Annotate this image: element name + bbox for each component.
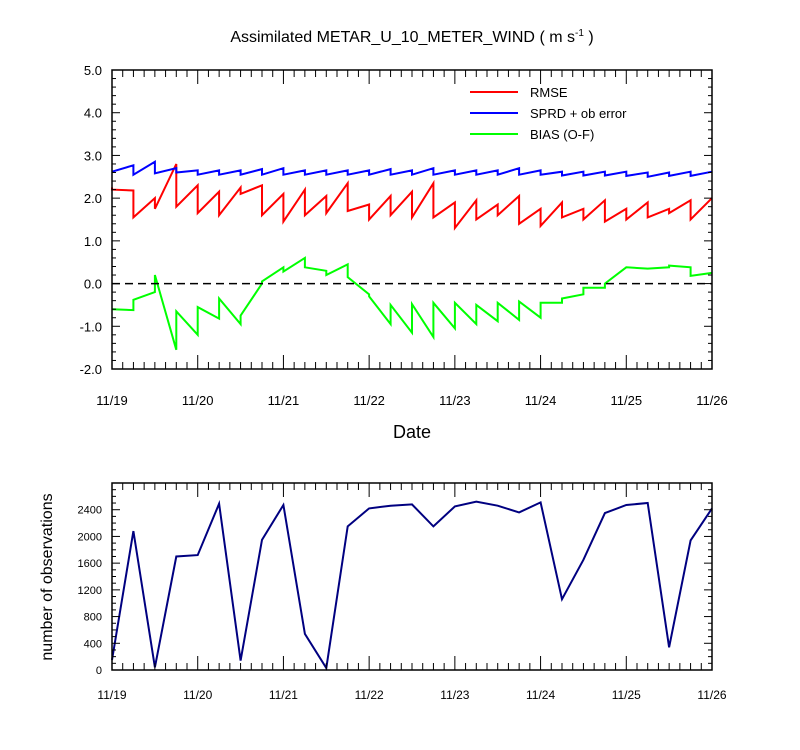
- x-tick-label: 11/20: [182, 393, 214, 408]
- x-tick-label: 11/22: [353, 393, 385, 408]
- y-tick-label: 1600: [78, 558, 102, 570]
- y-tick-label: 1.0: [84, 234, 102, 249]
- y-tick-label: 400: [84, 638, 102, 650]
- y-tick-label: 5.0: [84, 63, 102, 78]
- x-tick-label: 11/21: [268, 393, 300, 408]
- y-axis-label-observations: number of observations: [39, 493, 56, 660]
- x-axis-label: Date: [393, 422, 431, 442]
- x-tick-label: 11/19: [97, 688, 126, 702]
- legend-label: RMSE: [530, 85, 568, 100]
- x-tick-label: 11/22: [355, 688, 384, 702]
- x-tick-label: 11/26: [697, 688, 726, 702]
- y-tick-label: 800: [84, 612, 102, 624]
- chart-title: Assimilated METAR_U_10_METER_WIND ( m s-…: [230, 28, 593, 46]
- legend-label: BIAS (O-F): [530, 127, 594, 142]
- x-tick-label: 11/23: [439, 393, 471, 408]
- bottom-plot-frame: [111, 482, 713, 671]
- x-tick-label: 11/25: [612, 688, 641, 702]
- x-tick-label: 11/25: [610, 393, 642, 408]
- top-chart-panel: -2.0 -1.0 0.0 1.0 2.0 3.0 4.0 5.0 11/19 11/20 11/2…: [80, 63, 728, 408]
- y-tick-label: 4.0: [84, 106, 102, 121]
- series-line-bias-o-f: [111, 256, 713, 351]
- x-tick-label: 11/24: [526, 688, 555, 702]
- y-tick-label: 3.0: [84, 148, 102, 163]
- top-series-lines: [111, 160, 713, 351]
- chart-legend: RMSE SPRD + ob error BIAS (O-F): [470, 85, 627, 142]
- y-tick-label: 1200: [78, 585, 102, 597]
- series-line-sprd-ob-error: [111, 160, 713, 179]
- y-tick-label: 0: [96, 665, 102, 677]
- y-tick-label: -1.0: [80, 319, 102, 334]
- bottom-chart-panel: 0 400 800 1200 1600 2000 2400 11/19 11/20 11/21 11…: [78, 482, 727, 702]
- x-tick-label: 11/21: [269, 688, 298, 702]
- x-tick-label: 11/23: [440, 688, 469, 702]
- legend-label: SPRD + ob error: [530, 106, 627, 121]
- y-tick-label: 0.0: [84, 277, 102, 292]
- x-tick-label: 11/19: [96, 393, 128, 408]
- series-line-rmse: [111, 163, 713, 231]
- y-tick-label: 2400: [78, 505, 102, 517]
- x-tick-label: 11/20: [183, 688, 212, 702]
- observation-count-series: [111, 499, 713, 671]
- bottom-axis-ticks: 0 400 800 1200 1600 2000 2400 11/19 11/20 11/21 11…: [78, 482, 727, 702]
- y-tick-label: 2.0: [84, 191, 102, 206]
- y-tick-label: -2.0: [80, 362, 102, 377]
- y-tick-label: 2000: [78, 531, 102, 543]
- observation-count-line: [111, 499, 713, 671]
- x-tick-label: 11/24: [525, 393, 557, 408]
- top-axis-ticks: -2.0 -1.0 0.0 1.0 2.0 3.0 4.0 5.0 11/19 11/20 11/2…: [80, 63, 728, 408]
- x-tick-label: 11/26: [696, 393, 728, 408]
